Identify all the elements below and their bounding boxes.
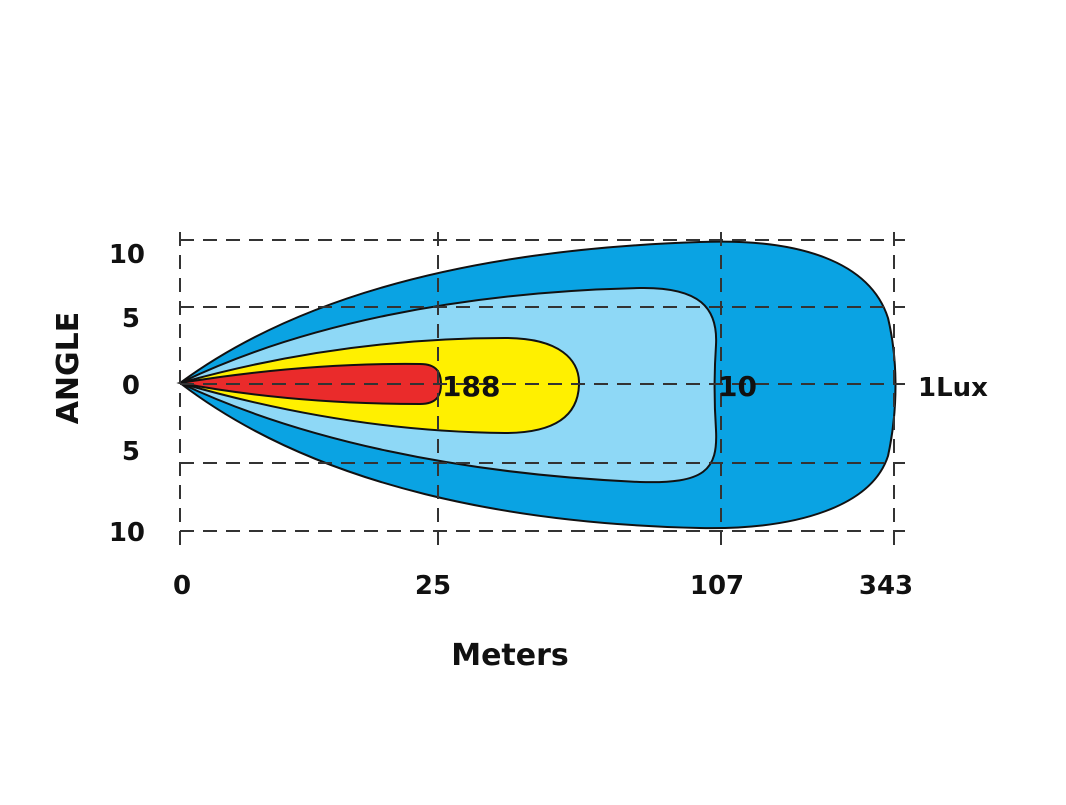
grid — [179, 232, 905, 550]
contour-label-1lux: 1Lux — [918, 373, 988, 403]
y-axis-title: ANGLE — [51, 312, 86, 425]
y-tick-label: 10 — [109, 518, 145, 548]
x-tick-label: 25 — [415, 571, 451, 601]
contour-label-10: 10 — [718, 370, 757, 403]
x-tick-label: 107 — [690, 571, 744, 601]
x-tick-label: 0 — [173, 571, 191, 601]
y-tick-label: 5 — [122, 304, 140, 334]
contour-label-188: 188 — [442, 370, 500, 403]
x-tick-label: 343 — [859, 571, 913, 601]
x-axis-title: Meters — [451, 638, 569, 673]
y-tick-label: 5 — [122, 437, 140, 467]
y-tick-label: 10 — [109, 240, 145, 270]
y-tick-label: 0 — [122, 371, 140, 401]
